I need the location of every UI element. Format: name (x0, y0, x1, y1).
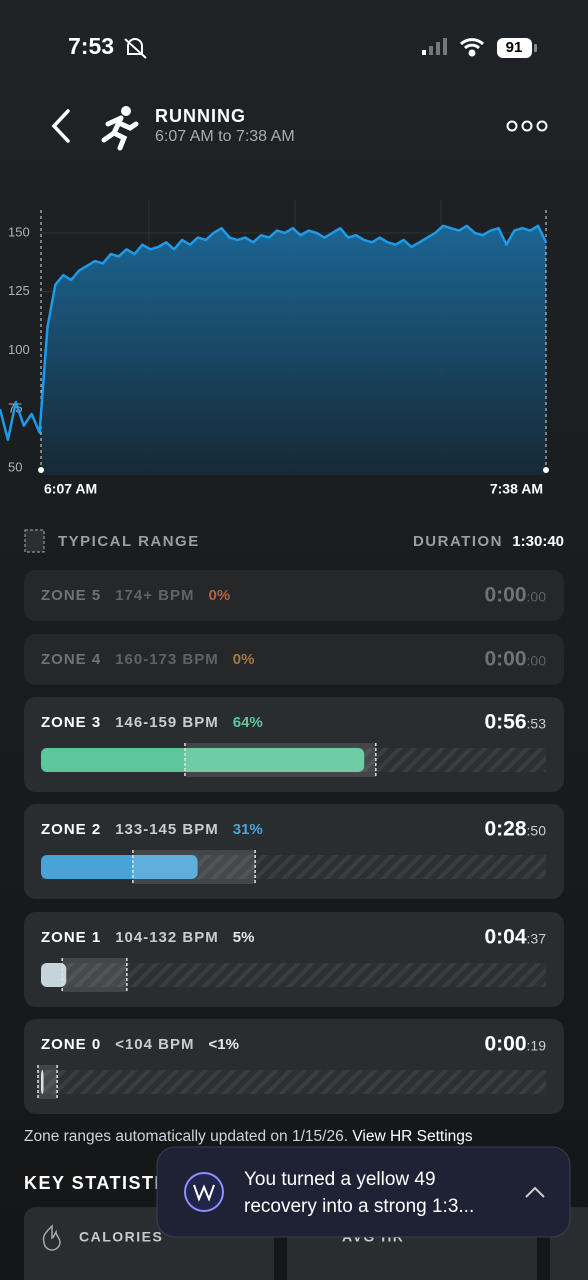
y-tick-label: 150 (8, 224, 30, 239)
zone-name: ZONE 2 (41, 821, 101, 838)
zone-time: 0:00 (485, 648, 527, 671)
hr-line (0, 224, 548, 441)
battery-tip (534, 44, 537, 52)
zone-range: 133-145 BPM (115, 821, 219, 838)
toast-expand[interactable] (525, 1186, 545, 1198)
mute-icon (124, 38, 147, 59)
zone-time: 0:00 (485, 584, 527, 607)
zone-name: ZONE 0 (41, 1036, 101, 1053)
typical-range (132, 850, 256, 884)
zone-percent: 0% (208, 587, 230, 604)
typical-range (62, 958, 127, 992)
hr-settings-link[interactable]: View HR Settings (352, 1128, 473, 1145)
y-tick-label: 50 (8, 459, 22, 474)
end-dot (543, 467, 549, 473)
activity-time: 6:07 AM to 7:38 AM (155, 128, 295, 145)
zone-seconds: :19 (527, 1038, 547, 1054)
end-time: 7:38 AM (490, 481, 543, 497)
battery (497, 38, 532, 58)
zone-range: 104-132 BPM (115, 929, 219, 946)
hr-area (41, 225, 546, 475)
zone-card[interactable]: ZONE 2 133-145 BPM 31% :500:28 (24, 804, 564, 899)
footer-note: Zone ranges automatically updated on 1/1… (24, 1128, 473, 1145)
zone-track (41, 963, 546, 987)
stat-label: CALORIES (79, 1229, 163, 1245)
zone-bar (41, 963, 67, 987)
zone-time: 0:28 (485, 818, 527, 841)
duration-label: DURATION (413, 533, 503, 550)
zone-seconds: :53 (527, 716, 547, 732)
zone-bar (41, 855, 198, 879)
zone-time: 0:04 (485, 926, 527, 949)
zone-card[interactable]: ZONE 3 146-159 BPM 64% :530:56 (24, 697, 564, 792)
toast-line: You turned a yellow 49 (244, 1169, 436, 1190)
zone-range: <104 BPM (115, 1036, 194, 1053)
y-tick-label: 125 (8, 283, 30, 298)
toast-logo-mark (193, 1184, 215, 1202)
calories-icon (42, 1224, 61, 1251)
zone-range: 160-173 BPM (115, 651, 219, 668)
zone-card[interactable]: ZONE 0 <104 BPM <1% :190:00 (24, 1019, 564, 1114)
zone-seconds: :00 (527, 589, 547, 605)
start-dot (38, 467, 44, 473)
zone-card-bg (24, 634, 564, 685)
zone-track (41, 1070, 546, 1094)
zone-range: 146-159 BPM (115, 714, 219, 731)
zone-card-bg (24, 1019, 564, 1114)
zone-percent: 64% (233, 714, 263, 731)
zone-bar (41, 748, 365, 772)
zone-card[interactable]: ZONE 5 174+ BPM 0% :000:00 (24, 570, 564, 621)
zone-name: ZONE 5 (41, 587, 101, 604)
signal-icon (422, 38, 447, 55)
note: Zone ranges automatically updated on 1/1… (24, 1128, 348, 1145)
wifi-icon (459, 38, 485, 57)
battery-level: 91 (506, 39, 523, 56)
typical-range (184, 743, 376, 777)
zone-seconds: :37 (527, 931, 547, 947)
runner-icon (101, 106, 139, 151)
toast[interactable]: You turned a yellow 49 recovery into a s… (156, 1146, 571, 1238)
zone-range: 174+ BPM (115, 587, 194, 604)
toast-line: recovery into a strong 1:3... (244, 1196, 474, 1217)
zone-time: 0:56 (485, 711, 527, 734)
zone-seconds: :50 (527, 823, 547, 839)
zone-percent: 0% (233, 651, 255, 668)
zone-card[interactable]: ZONE 1 104-132 BPM 5% :370:04 (24, 912, 564, 1007)
zone-card-bg (24, 804, 564, 899)
zone-percent: 31% (233, 821, 263, 838)
zone-name: ZONE 3 (41, 714, 101, 731)
zone-percent: 5% (233, 929, 255, 946)
zone-card[interactable]: ZONE 4 160-173 BPM 0% :000:00 (24, 634, 564, 685)
zone-bar (41, 1070, 44, 1094)
back-button[interactable] (51, 109, 70, 143)
typical-range (38, 1065, 58, 1099)
duration-value: 1:30:40 (512, 533, 564, 550)
clock: 7:53 (68, 33, 114, 59)
toast-bg (156, 1146, 571, 1238)
zone-time: 0:00 (485, 1033, 527, 1056)
zone-name: ZONE 4 (41, 651, 101, 668)
y-tick-label: 100 (8, 342, 30, 357)
zone-card-bg (24, 570, 564, 621)
activity-title: RUNNING (155, 106, 246, 126)
start-time: 6:07 AM (44, 481, 97, 497)
legend-label: TYPICAL RANGE (58, 533, 200, 550)
zone-seconds: :00 (527, 653, 547, 669)
more-button[interactable] (506, 120, 548, 132)
zone-percent: <1% (208, 1036, 238, 1053)
typical-range-swatch (24, 529, 45, 553)
toast-logo (184, 1172, 224, 1212)
key-statistics-title: KEY STATISTICS (24, 1173, 189, 1193)
zone-name: ZONE 1 (41, 929, 101, 946)
